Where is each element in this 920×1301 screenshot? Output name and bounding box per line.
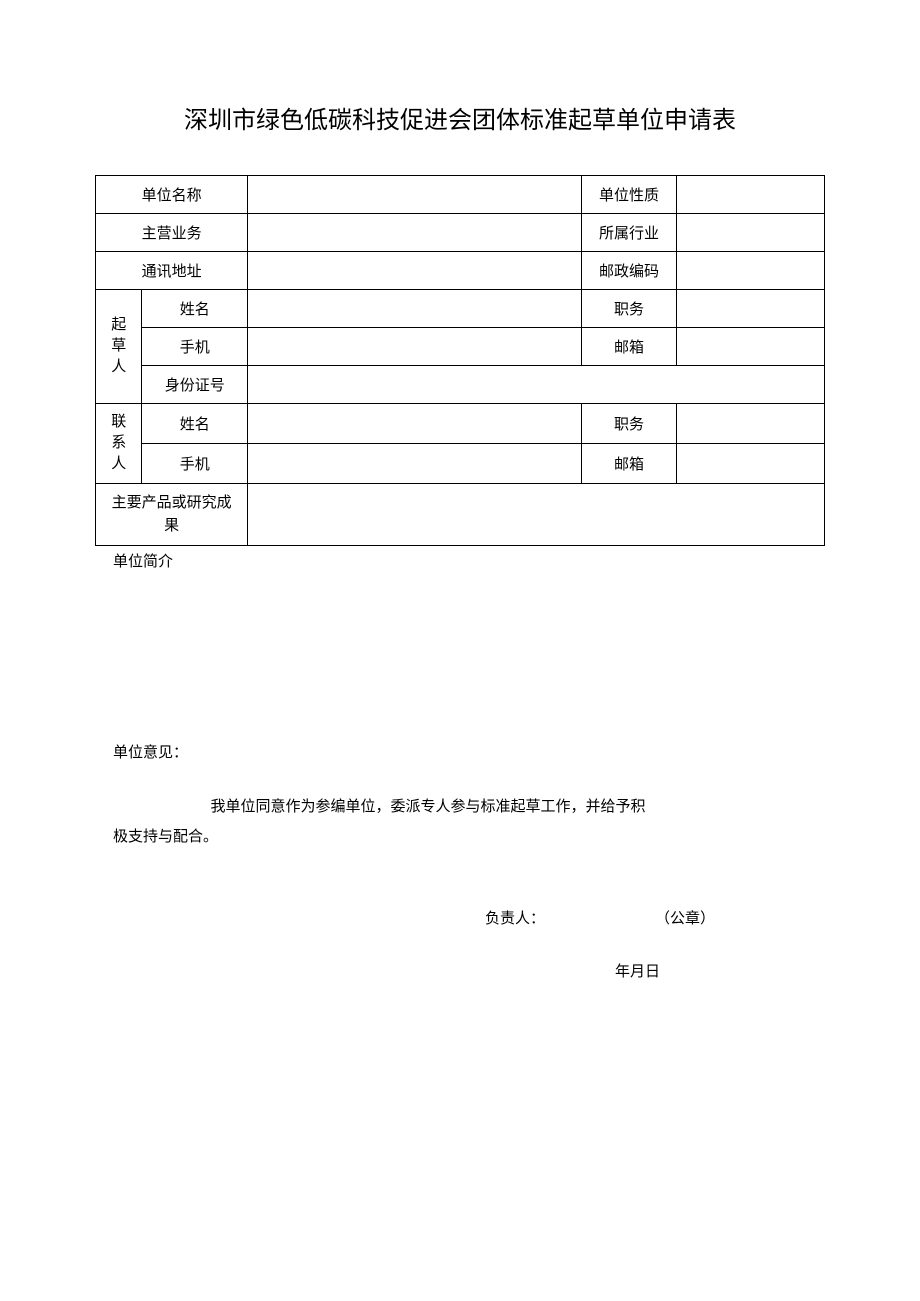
label-drafter-id: 身份证号	[142, 366, 248, 404]
label-address: 通讯地址	[96, 252, 248, 290]
table-row: 单位名称 单位性质	[96, 176, 825, 214]
opinion-title: 单位意见：	[113, 741, 825, 762]
value-drafter-mobile	[248, 328, 582, 366]
value-contact-position	[677, 404, 825, 444]
label-unit-name: 单位名称	[96, 176, 248, 214]
table-row: 手机 邮箱	[96, 328, 825, 366]
label-unit-nature: 单位性质	[581, 176, 676, 214]
label-postcode: 邮政编码	[581, 252, 676, 290]
label-contact: 联系人	[96, 404, 142, 484]
value-unit-nature	[677, 176, 825, 214]
value-industry	[677, 214, 825, 252]
table-row: 通讯地址 邮政编码	[96, 252, 825, 290]
opinion-section: 单位意见： 我单位同意作为参编单位，委派专人参与标准起草工作，并给予积 极支持与…	[95, 741, 825, 852]
value-contact-mobile	[248, 444, 582, 484]
label-drafter-mobile: 手机	[142, 328, 248, 366]
value-drafter-id	[248, 366, 825, 404]
label-contact-name: 姓名	[142, 404, 248, 444]
value-contact-email	[677, 444, 825, 484]
value-unit-name	[248, 176, 582, 214]
label-unit-intro: 单位简介	[95, 546, 825, 571]
opinion-body-line2: 极支持与配合。	[113, 822, 825, 852]
value-address	[248, 252, 582, 290]
signature-date: 年月日	[485, 960, 825, 981]
label-industry: 所属行业	[581, 214, 676, 252]
label-drafter-name: 姓名	[142, 290, 248, 328]
label-main-business: 主营业务	[96, 214, 248, 252]
signature-line: 负责人： （公章）	[485, 907, 825, 928]
application-form-table: 单位名称 单位性质 主营业务 所属行业 通讯地址 邮政编码 起草人 姓名 职务 …	[95, 175, 825, 546]
label-contact-mobile: 手机	[142, 444, 248, 484]
value-products	[248, 484, 825, 546]
label-seal: （公章）	[655, 911, 715, 927]
table-row: 联系人 姓名 职务	[96, 404, 825, 444]
label-drafter: 起草人	[96, 290, 142, 404]
opinion-body-line1: 我单位同意作为参编单位，委派专人参与标准起草工作，并给予积	[113, 792, 825, 822]
table-row: 主要产品或研究成果	[96, 484, 825, 546]
value-drafter-email	[677, 328, 825, 366]
signature-block: 负责人： （公章） 年月日	[95, 907, 825, 981]
value-postcode	[677, 252, 825, 290]
value-main-business	[248, 214, 582, 252]
table-row: 身份证号	[96, 366, 825, 404]
label-contact-position: 职务	[581, 404, 676, 444]
label-responsible: 负责人：	[485, 911, 545, 927]
value-drafter-position	[677, 290, 825, 328]
label-drafter-position: 职务	[581, 290, 676, 328]
label-products: 主要产品或研究成果	[96, 484, 248, 546]
page-title: 深圳市绿色低碳科技促进会团体标准起草单位申请表	[95, 100, 825, 135]
table-row: 手机 邮箱	[96, 444, 825, 484]
label-contact-email: 邮箱	[581, 444, 676, 484]
value-contact-name	[248, 404, 582, 444]
value-drafter-name	[248, 290, 582, 328]
table-row: 起草人 姓名 职务	[96, 290, 825, 328]
table-row: 主营业务 所属行业	[96, 214, 825, 252]
label-drafter-email: 邮箱	[581, 328, 676, 366]
